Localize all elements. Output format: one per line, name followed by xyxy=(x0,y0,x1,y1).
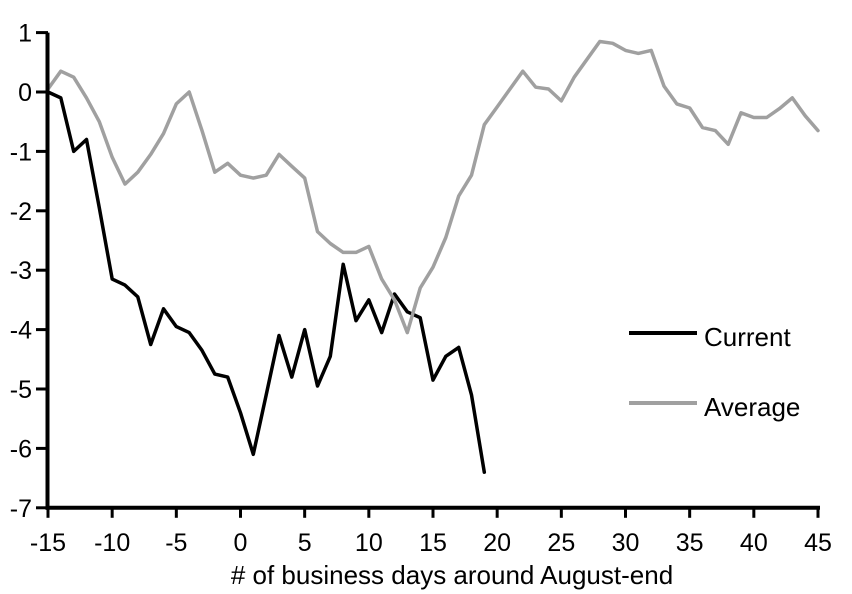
x-tick-label: 30 xyxy=(612,529,640,557)
x-axis-title: # of business days around August-end xyxy=(231,560,673,590)
x-tick-label: 40 xyxy=(740,529,768,557)
y-tick-label: -2 xyxy=(10,198,32,226)
x-tick-label: 10 xyxy=(355,529,383,557)
x-tick-label: 0 xyxy=(234,529,248,557)
y-tick-label: 0 xyxy=(18,79,32,107)
legend-average-label: Average xyxy=(704,392,800,422)
x-tick-label: 20 xyxy=(483,529,511,557)
legend-current-label: Current xyxy=(704,322,791,352)
x-tick-label: 25 xyxy=(547,529,575,557)
x-tick-label: -10 xyxy=(94,529,130,557)
y-tick-label: -6 xyxy=(10,435,32,463)
y-tick-label: -7 xyxy=(10,495,32,523)
y-tick-label: -3 xyxy=(10,257,32,285)
x-tick-label: 35 xyxy=(676,529,704,557)
y-tick-label: 1 xyxy=(18,20,32,48)
average-series-line xyxy=(46,39,820,335)
current-series-line xyxy=(46,90,487,474)
x-tick-label: 45 xyxy=(804,529,832,557)
x-tick-label: 15 xyxy=(419,529,447,557)
legend: Current Average xyxy=(629,322,800,422)
x-tick-label: 5 xyxy=(298,529,312,557)
y-tick-label: -5 xyxy=(10,376,32,404)
y-tick-label: -4 xyxy=(10,317,32,345)
axis-ticks xyxy=(36,31,820,518)
axis-tick-labels: -15 -10 -5 0 5 10 15 20 25 30 35 40 4510-1-2-3-4-5-6… xyxy=(10,20,832,557)
axes xyxy=(45,32,820,510)
x-tick-label: -5 xyxy=(165,529,187,557)
series-lines xyxy=(46,39,820,474)
x-tick-label: -15 xyxy=(30,529,66,557)
y-tick-label: -1 xyxy=(10,138,32,166)
